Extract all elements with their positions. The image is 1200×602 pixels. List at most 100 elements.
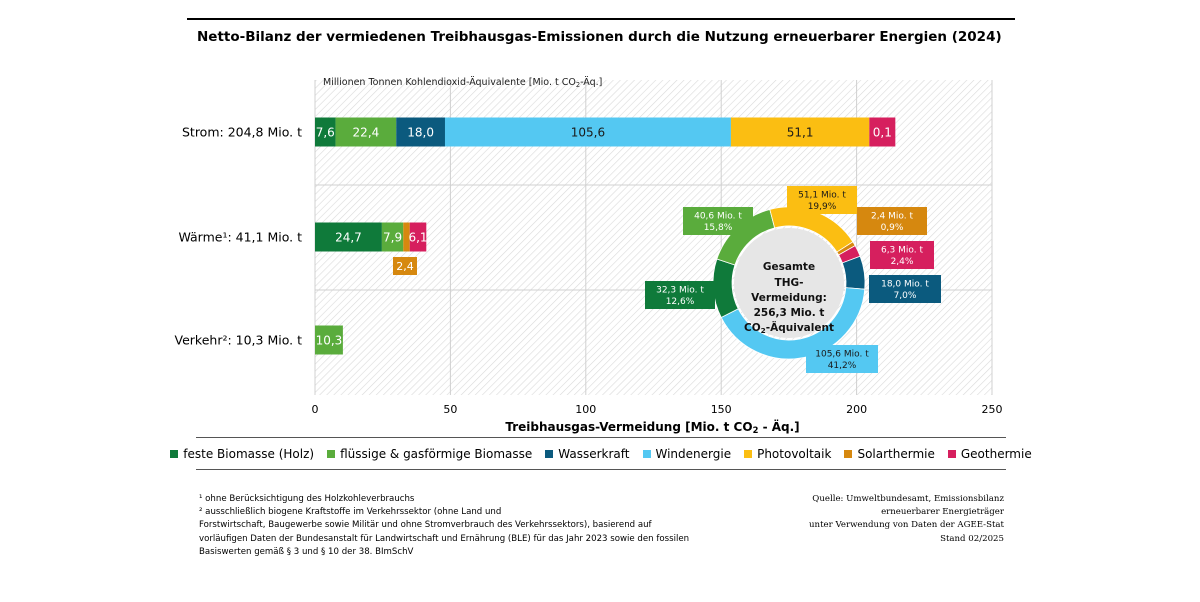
footnotes: ¹ ohne Berücksichtigung des Holzkohlever… <box>199 493 689 559</box>
donut-label-box <box>683 207 753 235</box>
bar-segment <box>393 257 417 275</box>
donut-center-text: THG- <box>775 277 804 289</box>
bar-segment <box>315 325 343 355</box>
x-tick-label: 150 <box>711 403 732 416</box>
x-axis: 0 50 100 150 200 250 Treibhausgas-Vermeidung [… <box>312 403 1003 435</box>
legend-label: Geothermie <box>960 447 1032 461</box>
bar-segment <box>396 117 445 147</box>
donut-center <box>734 228 844 338</box>
x-tick-label: 100 <box>575 403 596 416</box>
bar-value-label: 2,4 <box>396 260 414 273</box>
legend-label: Windenergie <box>655 447 732 461</box>
bar-segment <box>403 222 410 252</box>
bar-value-label: 6,1 <box>408 231 427 245</box>
category-label: Wärme¹: 41,1 Mio. t <box>178 230 302 245</box>
bar-value-label: 10,3 <box>316 334 343 348</box>
legend-swatch <box>170 450 179 458</box>
legend-swatch <box>642 450 651 458</box>
chart-title: Netto-Bilanz der vermiedenen Treibhausga… <box>197 29 1002 45</box>
source-line: Stand 02/2025 <box>940 533 1004 544</box>
legend-label: Solarthermie <box>857 447 935 461</box>
source-line: Quelle: Umweltbundesamt, Emissionsbilanz <box>812 494 1004 504</box>
donut-center-text: Vermeidung: <box>751 292 827 304</box>
footnote-line: ² ausschließlich biogene Kraftstoffe im … <box>199 507 502 518</box>
bar-value-label: 24,7 <box>335 231 362 245</box>
legend-swatch <box>947 450 956 458</box>
donut-chart: Gesamte THG- Vermeidung: 256,3 Mio. tCO2-Äq… <box>645 186 941 373</box>
legend-swatch <box>844 450 853 458</box>
donut-label-percent: 2,4% <box>891 257 914 267</box>
bar-segment <box>869 117 896 147</box>
bar-segment <box>381 222 404 252</box>
legend-item: Photovoltaik <box>744 447 831 461</box>
x-axis-title: Treibhausgas-Vermeidung [Mio. t CO2 - Äq… <box>505 419 799 435</box>
donut-label-percent: 15,8% <box>704 223 733 233</box>
bar-value-label: 7,9 <box>383 231 402 245</box>
footnote-line: ¹ ohne Berücksichtigung des Holzkohlever… <box>199 494 415 504</box>
donut-label-value: 32,3 Mio. t <box>656 286 704 296</box>
donut-center-text: CO2-Äquivalent <box>744 320 834 335</box>
bar-segment <box>315 117 336 147</box>
legend-label: feste Biomasse (Holz) <box>183 447 315 461</box>
legend-top-rule <box>196 437 1006 438</box>
donut-label-box <box>787 186 857 214</box>
legend-swatch <box>327 450 336 458</box>
x-tick-label: 0 <box>312 403 319 416</box>
legend-item: feste Biomasse (Holz) <box>170 447 314 461</box>
footnote-line: Basiswerten gemäß § 3 und § 10 der 38. B… <box>199 546 414 557</box>
donut-label-value: 6,3 Mio. t <box>881 246 924 256</box>
donut-label-percent: 0,9% <box>881 223 904 233</box>
donut-label-value: 51,1 Mio. t <box>798 191 846 201</box>
bar-segment <box>409 222 427 252</box>
legend-label: Wasserkraft <box>558 447 630 461</box>
bar-value-label: 18,0 <box>407 126 434 140</box>
legend: feste Biomasse (Holz) flüssige & gasförmi… <box>170 446 1032 462</box>
source-note: Quelle: Umweltbundesamt, Emissionsbilanz… <box>809 493 1004 546</box>
bar-value-label: 0,1 <box>873 126 892 140</box>
legend-item: Wasserkraft <box>545 447 630 461</box>
donut-label-percent: 12,6% <box>666 297 695 307</box>
source-line: unter Verwendung von Daten der AGEE-Stat <box>809 520 1004 531</box>
donut-label-value: 18,0 Mio. t <box>881 280 929 290</box>
donut-center-text: Gesamte <box>763 261 815 273</box>
legend-label: Photovoltaik <box>757 447 832 461</box>
unit-label: Millionen Tonnen Kohlendioxid-Äquivalent… <box>323 77 602 89</box>
legend-label: flüssige & gasförmige Biomasse <box>340 447 533 461</box>
x-tick-label: 50 <box>443 403 457 416</box>
legend-item: flüssige & gasförmige Biomasse <box>327 447 532 461</box>
bar-value-label: 51,1 <box>787 126 814 140</box>
donut-center-text: 256,3 Mio. t <box>754 307 825 319</box>
source-line: erneuerbarer Energieträger <box>881 507 1004 518</box>
donut-label-box <box>806 345 878 373</box>
donut-label-percent: 41,2% <box>828 361 857 371</box>
legend-item: Windenergie <box>642 447 732 461</box>
top-rule <box>187 18 1015 20</box>
bar-segment <box>444 117 731 147</box>
footnote-line: vorläufigen Daten der Bundesanstalt für … <box>199 533 690 544</box>
donut-label-box <box>870 241 934 269</box>
donut-label-value: 2,4 Mio. t <box>871 212 914 222</box>
donut-label-box <box>645 281 715 309</box>
bar-segment <box>730 117 870 147</box>
category-label: Verkehr²: 10,3 Mio. t <box>175 333 303 348</box>
donut-label-percent: 19,9% <box>808 202 837 212</box>
bar-segment <box>315 222 382 252</box>
category-label: Strom: 204,8 Mio. t <box>182 125 302 140</box>
legend-swatch <box>744 450 753 458</box>
legend-item: Geothermie <box>947 447 1032 461</box>
bar-segment <box>335 117 397 147</box>
legend-item: Solarthermie <box>844 447 935 461</box>
bar-value-label: 105,6 <box>571 126 605 140</box>
bars: Strom: 204,8 Mio. t 7,6 22,4 18,0 105,6 51,1 0… <box>175 117 896 355</box>
donut-label-percent: 7,0% <box>894 291 917 301</box>
donut-label-box <box>857 207 927 235</box>
donut-label-value: 40,6 Mio. t <box>694 212 742 222</box>
donut-slice <box>720 287 866 360</box>
x-tick-label: 200 <box>846 403 867 416</box>
legend-bottom-rule <box>196 469 1006 470</box>
donut-label-box <box>869 275 941 303</box>
legend-swatch <box>545 450 554 458</box>
bar-value-label: 22,4 <box>353 126 380 140</box>
footnote-line: Forstwirtschaft, Baugewerbe sowie Militä… <box>199 520 652 531</box>
